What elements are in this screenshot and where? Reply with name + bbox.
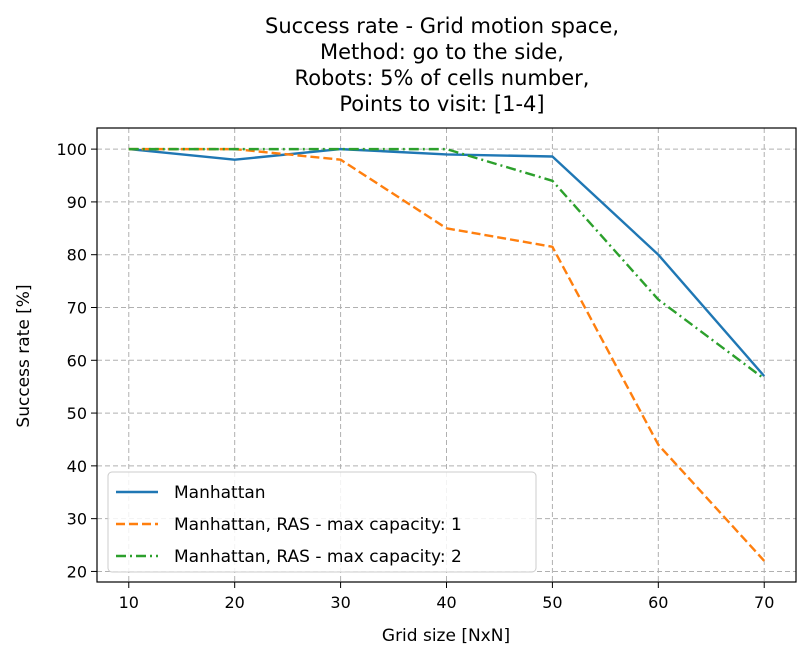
x-tick-label: 50 bbox=[542, 593, 562, 612]
series-line-1 bbox=[128, 147, 766, 377]
y-tick-label: 70 bbox=[67, 298, 87, 317]
axis-ticks: 10 20 30 40 50 60 70 20 30 40 50 60 70 80 90 100 bbox=[56, 140, 774, 612]
y-tick-label: 100 bbox=[56, 140, 87, 159]
y-tick-label: 20 bbox=[67, 562, 87, 581]
legend: Manhattan Manhattan, RAS - max capacity: … bbox=[107, 471, 537, 573]
x-tick-label: 60 bbox=[648, 593, 668, 612]
x-tick-label: 40 bbox=[436, 593, 456, 612]
chart-title-line-4: Points to visit: [1-4] bbox=[339, 92, 544, 116]
y-tick-label: 50 bbox=[67, 404, 87, 423]
series-line-3 bbox=[128, 147, 765, 380]
legend-label: Manhattan bbox=[174, 483, 266, 503]
y-axis-label: Success rate [%] bbox=[14, 284, 34, 427]
y-tick-label: 80 bbox=[67, 246, 87, 265]
legend-label: Manhattan, RAS - max capacity: 1 bbox=[174, 515, 462, 535]
x-axis-label: Grid size [NxN] bbox=[382, 626, 510, 646]
y-tick-label: 30 bbox=[67, 510, 87, 529]
y-tick-label: 40 bbox=[67, 457, 87, 476]
legend-label: Manhattan, RAS - max capacity: 2 bbox=[174, 547, 462, 567]
chart-title-line-2: Method: go to the side, bbox=[320, 40, 564, 64]
chart-title-line-1: Success rate - Grid motion space, bbox=[265, 14, 619, 38]
chart-title-line-3: Robots: 5% of cells number, bbox=[295, 66, 590, 90]
x-tick-label: 20 bbox=[225, 593, 245, 612]
series-lines bbox=[128, 147, 766, 562]
x-tick-label: 30 bbox=[330, 593, 350, 612]
y-tick-label: 90 bbox=[67, 193, 87, 212]
y-tick-label: 60 bbox=[67, 351, 87, 370]
x-tick-label: 10 bbox=[119, 593, 139, 612]
x-tick-label: 70 bbox=[754, 593, 774, 612]
chart-title: Success rate - Grid motion space, Method… bbox=[265, 14, 619, 116]
legend-box bbox=[107, 471, 537, 573]
